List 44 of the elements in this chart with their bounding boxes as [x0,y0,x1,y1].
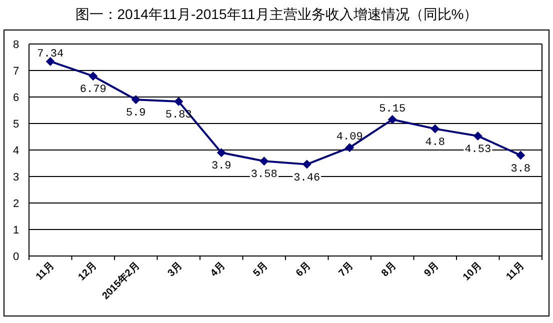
y-tick-label: 2 [12,198,20,210]
data-label: 6.79 [80,84,106,96]
point [46,56,55,66]
x-tick-label: 8月 [380,260,398,280]
y-tick-label: 1 [12,224,20,236]
x-tick-label: 11月 [504,260,527,283]
x-tick-label: 10月 [461,260,484,284]
y-tick-label: 4 [12,145,20,157]
data-label: 3.46 [294,172,320,184]
point [473,131,482,140]
point [430,124,440,134]
x-tick-label: 12月 [76,260,100,284]
point [131,95,140,104]
x-tick-label: 11月 [34,260,56,283]
point [388,115,397,124]
y-tick-label: 3 [12,172,20,184]
x-tick-label: 5月 [251,260,270,280]
data-label: 4.09 [336,132,363,144]
data-label: 3.58 [250,169,278,182]
point [216,148,226,158]
data-label: 7.34 [37,48,64,60]
y-tick-label: 6 [12,92,20,104]
data-label: 4.8 [425,136,446,149]
point [302,160,312,169]
y-tick-label: 5 [12,118,20,130]
chart-title: 图一：2014年11月-2015年11月主营业务收入增速情况（同比%） [75,6,478,22]
point [260,156,269,166]
x-tick-label: 4月 [208,260,228,280]
x-tick-label: 3月 [166,260,185,280]
point [516,150,526,160]
y-tick-label: 0 [12,251,20,263]
data-label: 4.53 [464,144,492,156]
point [174,97,184,106]
y-tick-label: 7 [12,66,20,78]
y-tick-label: 8 [12,39,20,51]
data-label: 5.9 [126,108,146,120]
point [345,143,354,152]
x-tick-label: 6月 [294,260,313,280]
data-label: 5.15 [379,104,406,116]
x-tick-label: 7月 [336,260,356,280]
point [88,72,98,81]
data-label: 3.8 [510,163,531,176]
x-tick-label: 9月 [422,260,442,280]
data-label: 3.9 [211,160,232,173]
